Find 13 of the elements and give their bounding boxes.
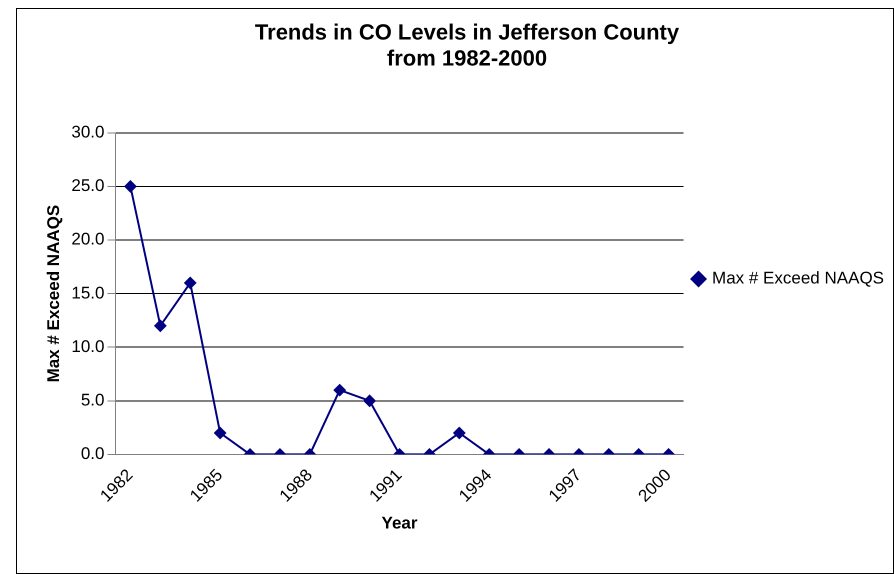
legend-label: Max # Exceed NAAQS bbox=[712, 268, 884, 288]
y-tick-label: 10.0 bbox=[71, 336, 104, 356]
y-tick-label: 15.0 bbox=[71, 283, 104, 302]
y-axis-title: Max # Exceed NAAQS bbox=[44, 204, 63, 382]
point bbox=[184, 276, 196, 289]
y-tick-label: 30.0 bbox=[71, 122, 104, 142]
chart-title: Trends in CO Levels in Jefferson County from 1982-2000 bbox=[254, 19, 680, 71]
point bbox=[154, 320, 166, 332]
y-tick-label: 25.0 bbox=[71, 176, 104, 196]
y-tick-label: 20.0 bbox=[71, 230, 104, 249]
y-tick-label: 5.0 bbox=[80, 390, 104, 410]
x-axis-title: Year bbox=[382, 513, 418, 532]
y-tick-label: 0.0 bbox=[80, 444, 104, 464]
